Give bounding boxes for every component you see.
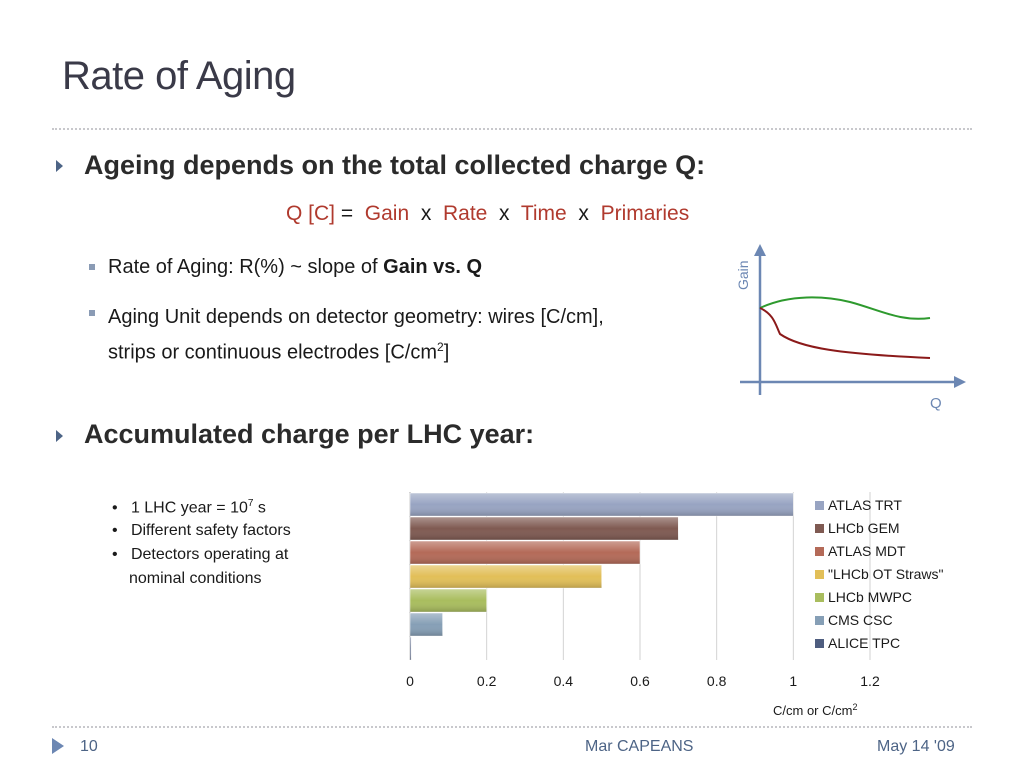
legend-swatch-6 xyxy=(815,639,824,648)
legend-label-6: ALICE TPC xyxy=(828,635,900,651)
lhc-year-text: 1 LHC year = 10 xyxy=(131,499,248,516)
dot-bullet-safety-factors: • Different safety factors xyxy=(112,522,291,540)
formula-rate: Rate xyxy=(443,202,487,225)
chart-bar-shade-4 xyxy=(410,589,487,612)
chart-bar-shade-1 xyxy=(410,517,678,540)
dot-bullet-lhc-year: • 1 LHC year = 107 s xyxy=(112,498,266,517)
chart-x-tick-label: 0.8 xyxy=(707,673,727,689)
legend-swatch-2 xyxy=(815,547,824,556)
legend-swatch-1 xyxy=(815,524,824,533)
lhc-year-unit: s xyxy=(253,499,265,516)
legend-label-0: ATLAS TRT xyxy=(828,497,902,513)
chart-x-tick-label: 0.2 xyxy=(477,673,497,689)
legend-label-5: CMS CSC xyxy=(828,612,893,628)
formula-q: Q [C] xyxy=(286,202,335,225)
legend-label-1: LHCb GEM xyxy=(828,520,900,536)
chart-x-tick-label: 0.6 xyxy=(630,673,650,689)
nominal-line2: nominal conditions xyxy=(129,570,262,588)
legend-swatch-5 xyxy=(815,616,824,625)
legend-label-3: "LHCb OT Straws" xyxy=(828,566,944,582)
sketch-x-label: Q xyxy=(930,395,942,412)
sketch-y-axis-arrowhead-icon xyxy=(754,244,766,256)
aging-unit-close-bracket: ] xyxy=(444,342,450,364)
formula-equals: = xyxy=(341,202,353,225)
page-number: 10 xyxy=(80,738,98,756)
square-bullet-icon xyxy=(89,264,95,270)
bullet-ageing-charge: Ageing depends on the total collected ch… xyxy=(84,150,705,181)
chart-x-axis-label: C/cm or C/cm2 xyxy=(773,702,857,718)
footer-arrow-icon xyxy=(52,738,64,754)
aging-unit-line2: strips or continuous electrodes [C/cm xyxy=(108,342,437,364)
legend-label-2: ATLAS MDT xyxy=(828,543,906,559)
legend-swatch-4 xyxy=(815,593,824,602)
formula-gain: Gain xyxy=(365,202,409,225)
formula-time: Time xyxy=(521,202,567,225)
chart-bar-shade-2 xyxy=(410,541,640,564)
footer-date: May 14 '09 xyxy=(877,738,955,756)
bullet-accumulated-charge: Accumulated charge per LHC year: xyxy=(84,419,534,450)
chart-x-tick-label: 0 xyxy=(406,673,414,689)
sub-bullet-rate-of-aging: Rate of Aging: R(%) ~ slope of Gain vs. … xyxy=(108,256,482,279)
nominal-line1: Detectors operating at xyxy=(131,546,288,563)
sub-bullet-aging-unit: Aging Unit depends on detector geometry:… xyxy=(108,302,604,368)
gain-vs-q-sketch: Gain Q xyxy=(730,240,980,420)
formula-primaries: Primaries xyxy=(601,202,690,225)
legend-swatch-0 xyxy=(815,501,824,510)
sketch-y-label: Gain xyxy=(735,260,751,290)
formula-times-3: x xyxy=(578,202,589,225)
sketch-gain-curve-aging xyxy=(760,308,930,358)
aging-unit-line1: Aging Unit depends on detector geometry:… xyxy=(108,306,604,328)
square-bullet-icon xyxy=(89,310,95,316)
chart-bar-shade-5 xyxy=(410,613,443,636)
chart-x-tick-label: 1 xyxy=(789,673,797,689)
title-divider xyxy=(52,128,972,130)
aging-unit-superscript: 2 xyxy=(437,340,444,354)
chart-bar-shade-0 xyxy=(410,493,793,516)
dot-bullet-nominal: • Detectors operating at xyxy=(112,546,288,564)
chart-x-tick-label: 1.2 xyxy=(860,673,880,689)
safety-factors-text: Different safety factors xyxy=(131,522,291,539)
sketch-x-axis-arrowhead-icon xyxy=(954,376,966,388)
footer-divider xyxy=(52,726,972,728)
chart-x-tick-label: 0.4 xyxy=(554,673,574,689)
formula-times-1: x xyxy=(421,202,432,225)
chart-bar-shade-6 xyxy=(410,637,411,660)
slide-title: Rate of Aging xyxy=(62,54,296,99)
formula-times-2: x xyxy=(499,202,510,225)
sketch-gain-curve-stable xyxy=(760,297,930,318)
chart-bar-shade-3 xyxy=(410,565,602,588)
charge-formula: Q [C] = Gain x Rate x Time x Primaries xyxy=(286,202,689,226)
bullet-arrow-icon xyxy=(56,160,63,172)
rate-of-aging-text: Rate of Aging: R(%) ~ slope of xyxy=(108,256,383,278)
bullet-arrow-icon xyxy=(56,430,63,442)
footer-author: Mar CAPEANS xyxy=(585,738,693,756)
legend-swatch-3 xyxy=(815,570,824,579)
gain-vs-q-text: Gain vs. Q xyxy=(383,256,482,278)
legend-label-4: LHCb MWPC xyxy=(828,589,912,605)
